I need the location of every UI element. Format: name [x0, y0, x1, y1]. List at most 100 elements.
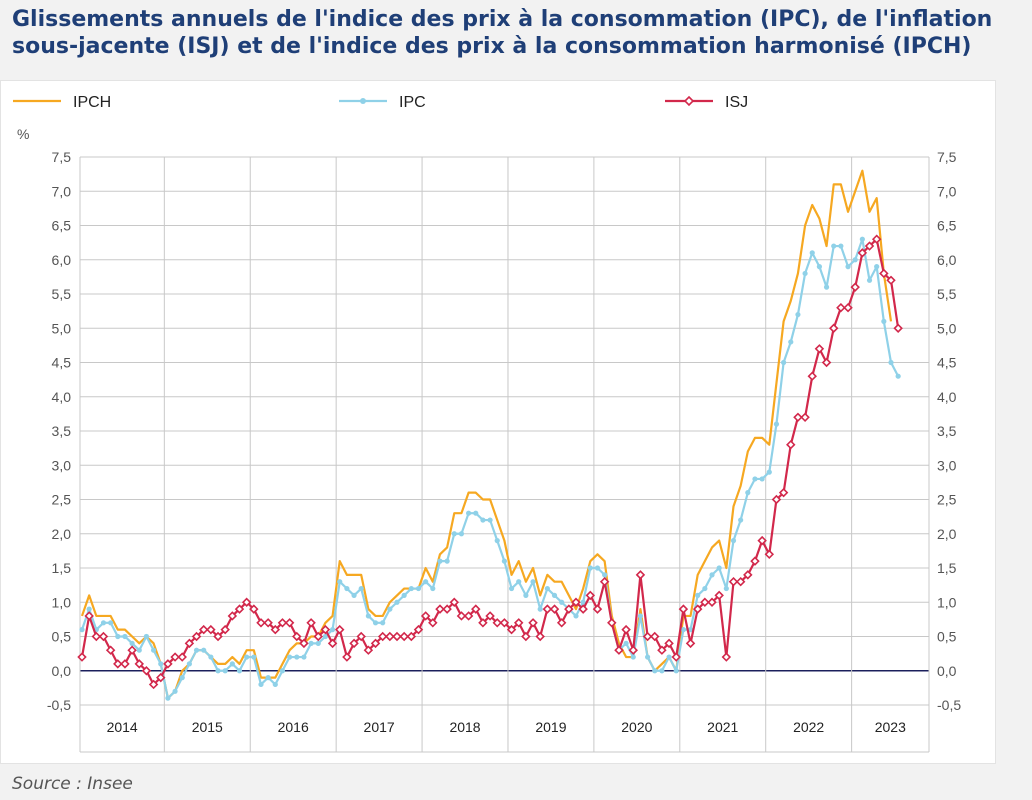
data-point-ipc — [294, 654, 300, 660]
data-point-isj — [277, 618, 288, 628]
data-point-ipc — [458, 531, 465, 537]
x-year-label: 2023 — [875, 719, 906, 735]
data-point-ipc — [702, 585, 708, 592]
data-point-ipc — [895, 373, 901, 379]
data-point-ipc — [79, 627, 85, 633]
y-tick-label-right: 6,0 — [937, 252, 957, 268]
data-point-ipc — [551, 592, 558, 598]
data-point-ipc — [738, 517, 744, 523]
y-tick-label-right: 7,0 — [937, 183, 957, 199]
y-tick-label-left: 3,0 — [52, 457, 72, 473]
data-point-ipc — [623, 640, 629, 646]
y-tick-label-left: 7,0 — [52, 183, 72, 199]
data-point-ipc — [652, 668, 658, 674]
data-point-isj — [521, 631, 531, 642]
data-point-ipc — [265, 675, 271, 681]
data-point-isj — [757, 535, 767, 546]
data-point-isj — [657, 645, 667, 655]
data-point-ipc — [100, 620, 107, 626]
data-point-ipc — [329, 627, 336, 633]
data-point-isj — [342, 652, 352, 662]
data-point-ipc — [179, 675, 185, 681]
data-point-ipc — [874, 264, 880, 270]
data-point-isj — [213, 631, 223, 642]
y-tick-label-right: 5,5 — [937, 286, 957, 302]
data-point-ipc — [573, 613, 579, 619]
data-point-isj — [836, 302, 846, 313]
data-point-isj — [886, 275, 896, 286]
y-tick-label-right: 0,0 — [937, 663, 957, 679]
data-point-isj — [363, 645, 374, 655]
data-point-ipc — [473, 510, 479, 516]
data-point-ipc — [222, 668, 228, 674]
y-tick-label-left: 3,5 — [52, 423, 72, 439]
data-point-isj — [542, 604, 553, 614]
data-point-ipc — [430, 585, 436, 592]
data-point-isj — [91, 631, 102, 642]
data-point-ipc — [487, 517, 493, 523]
data-point-isj — [227, 611, 238, 621]
y-tick-label-left: 1,0 — [52, 594, 72, 610]
y-tick-label-right: 0,5 — [937, 629, 957, 645]
data-point-ipc — [537, 606, 543, 612]
data-point-ipc — [745, 490, 751, 496]
data-point-ipc — [244, 654, 250, 660]
data-point-isj — [471, 604, 481, 614]
data-point-isj — [98, 631, 109, 642]
data-point-isj — [556, 618, 567, 628]
data-point-ipc — [322, 633, 329, 640]
data-point-isj — [685, 638, 696, 649]
y-tick-label-right: 2,5 — [937, 492, 957, 508]
data-point-isj — [585, 590, 596, 601]
legend-item-ipc: IPC — [339, 94, 426, 111]
data-point-ipc — [716, 565, 722, 571]
data-point-isj — [163, 659, 173, 669]
data-point-isj — [463, 611, 474, 621]
data-point-isj — [592, 604, 603, 614]
data-point-isj — [320, 624, 331, 635]
data-point-ipc — [602, 572, 608, 578]
x-year-label: 2016 — [278, 719, 309, 735]
data-point-isj — [642, 631, 653, 642]
data-point-isj — [513, 618, 524, 628]
data-point-ipc — [859, 236, 865, 242]
data-point-isj — [714, 590, 724, 601]
data-point-isj — [313, 631, 323, 642]
data-point-isj — [764, 549, 775, 560]
data-point-ipc — [193, 647, 200, 653]
legend-item-isj: ISJ — [665, 94, 748, 111]
data-point-ipc — [466, 510, 472, 516]
data-point-isj — [335, 624, 345, 635]
data-point-isj — [599, 576, 610, 587]
data-point-ipc — [730, 538, 737, 544]
y-tick-label-right: 6,5 — [937, 218, 957, 234]
data-point-isj — [671, 652, 681, 662]
data-point-ipc — [881, 318, 887, 324]
data-point-isj — [843, 302, 853, 313]
data-point-isj — [435, 604, 445, 614]
data-point-isj — [549, 604, 560, 614]
data-point-ipc — [530, 579, 536, 585]
y-tick-label-left: 0,5 — [52, 629, 72, 645]
page-title: Glissements annuels de l'indice des prix… — [12, 7, 993, 59]
data-point-isj — [105, 645, 116, 655]
data-point-isj — [528, 618, 538, 628]
y-tick-label-right: 2,0 — [937, 526, 957, 542]
data-point-isj — [327, 638, 338, 649]
data-point-isj — [828, 323, 839, 333]
data-point-ipc — [752, 476, 758, 482]
data-point-isj — [77, 652, 87, 662]
data-point-isj — [864, 241, 875, 251]
data-point-ipc — [208, 654, 214, 660]
data-point-ipc — [666, 654, 672, 660]
y-tick-label-right: 5,0 — [937, 320, 957, 336]
y-tick-label-right: -0,5 — [937, 697, 961, 713]
legend-label-ipc: IPC — [399, 94, 426, 111]
data-point-isj — [750, 556, 760, 566]
data-point-ipc — [380, 620, 386, 626]
data-point-ipc — [559, 599, 565, 605]
data-point-ipc — [888, 359, 894, 366]
data-point-ipc — [337, 579, 343, 585]
data-point-isj — [241, 597, 252, 607]
data-point-isj — [478, 618, 488, 628]
